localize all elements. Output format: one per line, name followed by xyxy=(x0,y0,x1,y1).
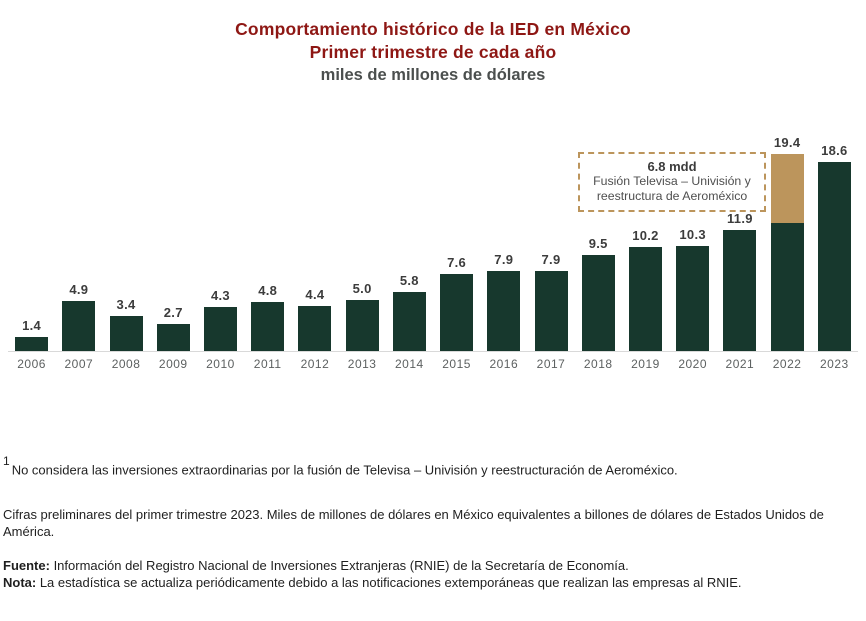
x-axis-label-2006: 2006 xyxy=(17,357,46,371)
bar-value-label-2013: 5.0 xyxy=(352,281,372,296)
bar-value-label-2007: 4.9 xyxy=(69,282,89,297)
footnote-1-text: No considera las inversiones extraordina… xyxy=(11,462,678,478)
bar-value-label-2014: 5.8 xyxy=(399,273,419,288)
annotation-desc-line2: reestructura de Aeroméxico xyxy=(596,189,748,203)
bar-value-label-2018: 9.5 xyxy=(588,236,608,251)
annotation-value: 6.8 mdd xyxy=(647,159,697,174)
chart-units-subtitle: miles de millones de dólares xyxy=(320,66,546,84)
bar-value-label-2019: 10.2 xyxy=(632,228,659,243)
x-axis-label-2016: 2016 xyxy=(489,357,519,371)
footnote-1-marker: 1 xyxy=(3,454,10,468)
bar-column-2012: 4.4 xyxy=(291,287,338,351)
bar-value-label-2011: 4.8 xyxy=(258,283,278,298)
annotation-desc-line1: Fusión Televisa – Univisión y xyxy=(593,174,751,188)
bar-column-2013: 5.0 xyxy=(339,281,386,351)
bar-column-2016: 7.9 xyxy=(480,252,527,351)
x-axis-label-2011: 2011 xyxy=(253,357,282,371)
bar-2013 xyxy=(345,300,379,351)
bar-2021 xyxy=(723,230,757,351)
bar-2020 xyxy=(676,246,710,351)
x-axis-label-2013: 2013 xyxy=(347,357,377,371)
bar-2016 xyxy=(487,271,521,351)
plot-area: 1.4 4.9 3.4 2.7 4.3 4.8 4.4 5.0 5.8 7.6 7.9 7.9 9.5 1… xyxy=(8,120,858,352)
bar-value-label-2008: 3.4 xyxy=(116,297,136,312)
bar-2011 xyxy=(251,302,285,351)
x-axis-label-2009: 2009 xyxy=(158,357,188,371)
bar-value-label-2006: 1.4 xyxy=(22,318,42,333)
bar-2008 xyxy=(109,316,143,351)
annotation-box: 6.8 mdd Fusión Televisa – Univisión y re… xyxy=(578,152,766,212)
bar-value-label-2012: 4.4 xyxy=(305,287,325,302)
bar-column-2015: 7.6 xyxy=(433,255,480,351)
bar-2023 xyxy=(817,162,851,351)
x-axis-label-2022: 2022 xyxy=(772,357,802,371)
chart-header: Comportamiento histórico de la IED en Mé… xyxy=(0,0,866,87)
bar-value-label-2021: 11.9 xyxy=(726,211,753,226)
footnote-1: 1No considera las inversiones extraordin… xyxy=(3,454,862,478)
x-axis-label-2014: 2014 xyxy=(395,357,424,371)
bar-2006 xyxy=(15,337,49,351)
x-axis-label-2019: 2019 xyxy=(631,357,660,371)
bar-value-label-2015: 7.6 xyxy=(447,255,467,270)
bar-column-2021: 11.9 xyxy=(716,211,763,351)
x-axis-label-2008: 2008 xyxy=(111,357,141,371)
bar-value-label-2016: 7.9 xyxy=(494,252,514,267)
x-axis: 2006 2007 2008 2009 2010 2011 2012 2013 2014 2015… xyxy=(8,357,858,371)
bar-column-2007: 4.9 xyxy=(55,282,102,351)
bar-column-2011: 4.8 xyxy=(244,283,291,351)
bar-column-2008: 3.4 xyxy=(102,297,149,351)
source-line: Fuente: Información del Registro Naciona… xyxy=(3,557,862,574)
bar-value-label-2020: 10.3 xyxy=(679,227,706,242)
bar-column-2020: 10.3 xyxy=(669,227,716,351)
bar-column-2010: 4.3 xyxy=(197,288,244,351)
bar-value-label-2010: 4.3 xyxy=(210,288,230,303)
footnotes: 1No considera las inversiones extraordin… xyxy=(3,454,862,591)
footnote-2: Cifras preliminares del primer trimestre… xyxy=(3,507,824,539)
bar-column-2014: 5.8 xyxy=(386,273,433,351)
bar-value-label-2009: 2.7 xyxy=(163,305,183,320)
x-axis-label-2010: 2010 xyxy=(206,357,235,371)
x-axis-label-2017: 2017 xyxy=(536,357,566,371)
bar-column-2018: 9.5 xyxy=(575,236,622,351)
bar-2010 xyxy=(203,307,237,351)
bar-2017 xyxy=(534,271,568,351)
bar-column-2006: 1.4 xyxy=(8,318,55,351)
nota-text: La estadística se actualiza periódicamen… xyxy=(36,575,742,591)
bar-2014 xyxy=(392,292,426,351)
bar-2012 xyxy=(298,306,332,351)
x-axis-label-2012: 2012 xyxy=(300,357,330,371)
x-axis-label-2023: 2023 xyxy=(819,357,849,371)
bar-2015 xyxy=(440,274,474,351)
bar-column-2022: 19.4 xyxy=(764,135,811,351)
bar-base-segment xyxy=(770,223,804,351)
source-text: Información del Registro Nacional de Inv… xyxy=(49,558,629,574)
x-axis-label-2015: 2015 xyxy=(442,357,471,371)
bar-value-label-2023: 18.6 xyxy=(821,143,848,158)
x-axis-label-2020: 2020 xyxy=(678,357,708,371)
nota-label: Nota: xyxy=(3,575,37,591)
x-axis-label-2007: 2007 xyxy=(64,357,94,371)
bar-value-label-2017: 7.9 xyxy=(541,252,561,267)
bar-chart: 1.4 4.9 3.4 2.7 4.3 4.8 4.4 5.0 5.8 7.6 7.9 7.9 9.5 1… xyxy=(8,120,858,371)
bar-column-2017: 7.9 xyxy=(527,252,574,351)
bar-2022 xyxy=(770,154,804,351)
chart-title-line1: Comportamiento histórico de la IED en Mé… xyxy=(235,19,631,39)
bar-2007 xyxy=(62,301,96,351)
bar-2018 xyxy=(581,255,615,351)
x-axis-label-2018: 2018 xyxy=(583,357,613,371)
bar-2009 xyxy=(156,324,190,351)
chart-title-line2: Primer trimestre de cada año xyxy=(309,42,557,62)
bar-column-2009: 2.7 xyxy=(150,305,197,351)
source-label: Fuente: xyxy=(3,558,50,574)
x-axis-label-2021: 2021 xyxy=(725,357,755,371)
bar-value-label-2022: 19.4 xyxy=(773,135,801,150)
bar-extra-segment xyxy=(770,154,804,223)
bar-2019 xyxy=(628,247,662,351)
bar-column-2023: 18.6 xyxy=(811,143,858,351)
bar-column-2019: 10.2 xyxy=(622,228,669,351)
nota-line: Nota: La estadística se actualiza periód… xyxy=(3,574,862,591)
